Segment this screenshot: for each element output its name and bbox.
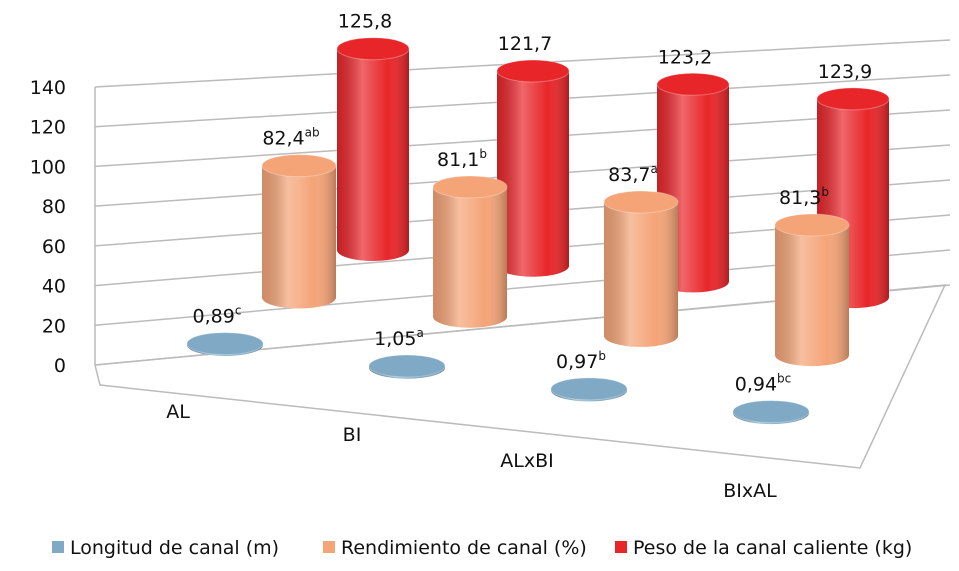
superscript: b — [479, 147, 487, 161]
value-label-text: 0,97 — [556, 351, 598, 373]
cylinder-shading — [775, 225, 849, 367]
value-label: 83,7a — [608, 162, 658, 186]
cylinder-shading — [337, 48, 409, 261]
cylinder-top — [368, 354, 446, 378]
value-label: 0,89c — [193, 304, 242, 328]
value-label: 123,9 — [818, 61, 872, 83]
value-label-text: 123,2 — [658, 46, 712, 68]
value-label-text: 81,3 — [779, 187, 821, 209]
cylinder-top — [496, 59, 570, 83]
legend-label: Longitud de canal (m) — [70, 537, 279, 559]
cylinder-top — [603, 190, 679, 214]
cylinder-top — [432, 175, 508, 199]
cylinder-top — [656, 72, 730, 96]
superscript: a — [416, 326, 423, 340]
value-label: 81,1b — [437, 147, 487, 171]
value-label: 0,94bc — [735, 372, 792, 396]
value-label: 123,2 — [658, 46, 712, 68]
value-label-text: 121,7 — [498, 33, 552, 55]
legend-swatch — [615, 541, 627, 553]
y-tick-label: 80 — [42, 196, 66, 218]
cylinder-shading — [262, 165, 336, 309]
value-label-text: 0,89 — [193, 306, 235, 328]
cylinder-shading — [497, 70, 569, 277]
y-tick-label: 20 — [42, 315, 66, 337]
superscript: c — [235, 304, 242, 318]
cylinder-top — [550, 377, 628, 401]
cylinder-top — [186, 332, 264, 356]
cylinder-top — [261, 154, 337, 178]
cylinder-shading — [604, 201, 678, 347]
y-tick-label: 140 — [30, 77, 66, 99]
value-label: 81,3b — [779, 185, 829, 209]
cylinder-top — [816, 87, 890, 111]
cylinder-top — [774, 213, 850, 237]
superscript: b — [821, 185, 829, 199]
x-tick-label: BI — [343, 424, 362, 446]
legend-swatch — [52, 541, 64, 553]
value-label-text: 0,94 — [735, 374, 777, 396]
y-tick-label: 40 — [42, 276, 66, 298]
value-label: 0,97b — [556, 349, 606, 373]
value-label: 125,8 — [338, 11, 392, 33]
value-label-text: 125,8 — [338, 11, 392, 33]
superscript: a — [650, 162, 657, 176]
cylinder-top — [732, 400, 810, 424]
y-tick-label: 100 — [30, 156, 66, 178]
value-label-text: 81,1 — [437, 149, 479, 171]
value-label: 82,4ab — [262, 126, 319, 150]
value-label-text: 123,9 — [818, 61, 872, 83]
superscript: ab — [305, 126, 320, 140]
value-label: 121,7 — [498, 33, 552, 55]
legend-label: Peso de la canal caliente (kg) — [633, 537, 912, 559]
y-tick-label: 120 — [30, 117, 66, 139]
x-tick-label: ALxBI — [500, 450, 553, 472]
value-label-text: 1,05 — [374, 328, 416, 350]
legend-label: Rendimiento de canal (%) — [341, 537, 587, 559]
cylinder-shading — [433, 186, 507, 328]
value-label-text: 82,4 — [262, 128, 304, 150]
y-tick-label: 0 — [54, 355, 66, 377]
superscript: b — [598, 349, 606, 363]
value-label-text: 83,7 — [608, 164, 650, 186]
x-tick-label: AL — [166, 401, 190, 423]
value-label: 1,05a — [374, 326, 424, 350]
cylinder-top — [336, 37, 410, 61]
superscript: bc — [777, 372, 791, 386]
y-tick-label: 60 — [42, 236, 66, 258]
legend-swatch — [323, 541, 335, 553]
x-tick-label: BIxAL — [723, 480, 777, 502]
